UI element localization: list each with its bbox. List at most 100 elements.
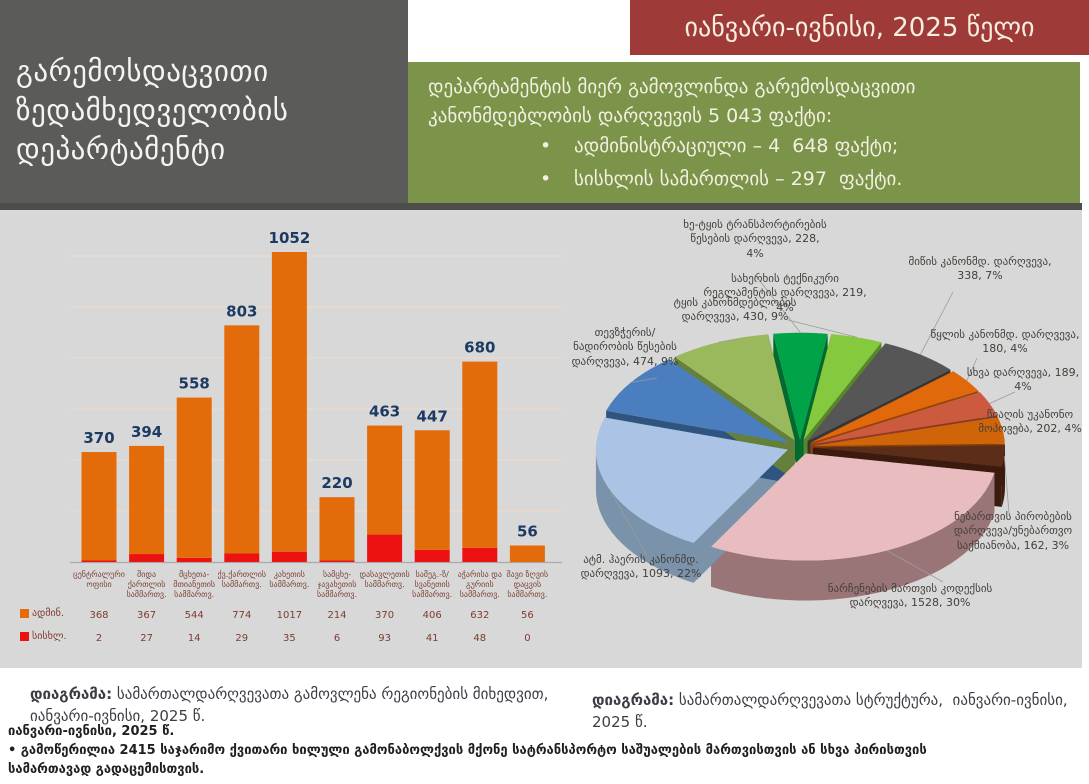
table-cell-admin: 370: [375, 610, 395, 621]
pie-label-line: [755, 275, 801, 334]
bar-value-label: 680: [464, 339, 495, 357]
pie-slice-label: თევზჭერის/ნადირობის წესების დარღვევა, 47…: [571, 326, 679, 368]
bar-segment-criminal: [462, 547, 498, 562]
footnote-period: იანვარი-ივნისი, 2025 წ.: [8, 724, 175, 739]
bar-segment-criminal: [367, 534, 403, 562]
bar-category-label: შავი ზღვის დაცვის სამმართვ.: [506, 570, 549, 599]
caption-label: დიაგრამა:: [30, 685, 113, 703]
table-cell-criminal: 93: [378, 633, 391, 644]
table-cell-admin: 214: [327, 610, 347, 621]
summary-bullet-criminal-text: სისხლის სამართლის – 297 ფაქტი.: [574, 168, 903, 191]
bar-category-label: კახეთის სამმართვ.: [269, 570, 310, 589]
table-row-label: ადმინ.: [20, 608, 64, 619]
pie-slice: [595, 417, 788, 543]
bar-segment-criminal: [81, 560, 117, 562]
bar-value-label: 394: [131, 423, 162, 441]
caption-bar-chart: დიაგრამა: სამართალდარღვევათა გამოვლენა რ…: [30, 684, 575, 728]
pie-label-line: [787, 319, 857, 338]
bar-segment-criminal: [414, 549, 450, 562]
legend-name: სისხლ.: [32, 631, 67, 642]
table-cell-admin: 367: [137, 610, 157, 621]
pie-chart-plot: [595, 275, 1022, 601]
bar-segment-admin: [414, 430, 450, 550]
table-cell-criminal: 0: [524, 633, 531, 644]
table-cell-criminal: 29: [235, 633, 249, 644]
pie-slice-label: მიწის კანონმდ. დარღვევა, 338, 7%: [908, 255, 1052, 283]
bar-segment-admin: [81, 452, 117, 561]
bar-segment-admin: [176, 397, 212, 558]
bar-category-label: შიდა ქართლის სამმართვ.: [126, 570, 167, 599]
bar-value-label: 220: [321, 474, 352, 492]
bar-segment-admin: [367, 425, 403, 535]
pie-slice-label: წყლის კანონმდ. დარღვევა, 180, 4%: [930, 328, 1080, 356]
bar-category-label: სამეგ.-ზ/სვანეთის სამმართვ.: [412, 570, 453, 599]
bar-category-label: მცხეთა-მთიანეთის სამმართვ.: [173, 570, 216, 599]
pie-label-line: [1002, 427, 1022, 431]
pie-slice: [812, 417, 1005, 446]
pie-slice: [773, 332, 828, 440]
pie-slice: [711, 453, 995, 561]
pie-label-line: [630, 377, 658, 383]
pie-slice-wall: [595, 449, 694, 583]
table-cell-criminal: 2: [95, 633, 103, 644]
pie-slice: [803, 334, 882, 441]
pie-slice-wall: [1001, 447, 1005, 507]
caption-pie-chart: დიაგრამა: სამართალდარღვევათა სტრუქტურა, …: [592, 690, 1084, 734]
pie-slice-label: ხე-ტყის ტრანსპორტირების წესების დარღვევა…: [683, 218, 827, 260]
bar-segment-admin: [224, 325, 260, 554]
bar-chart-plot: 370 394 558 803 1052 220 463 447 680 56: [70, 229, 562, 564]
pie-slice: [810, 371, 979, 443]
legend-swatch: [20, 609, 29, 618]
bar-chart: 370 394 558 803 1052 220 463 447 680 56 ცენტრალურ…: [0, 210, 575, 668]
pie-slice-label: ატმ. ჰაერის კანონმდ. დარღვევა, 1093, 22%: [580, 553, 702, 581]
bar-value-label: 447: [417, 407, 448, 425]
summary-bullet-criminal: • სისხლის სამართლის – 297 ფაქტი.: [540, 163, 1060, 196]
table-cell-admin: 368: [89, 610, 109, 621]
table-cell-criminal: 48: [473, 633, 487, 644]
caption-text: სამართალდარღვევათა სტრუქტურა, იანვარი-ივ…: [592, 691, 1073, 731]
summary-bullet-admin-text: ადმინისტრაციული – 4 648 ფაქტი;: [574, 135, 899, 157]
table-cell-admin: 632: [470, 610, 490, 621]
table-cell-criminal: 14: [187, 633, 201, 644]
table-cell-admin: 1017: [276, 610, 303, 621]
bar-segment-admin: [319, 497, 355, 561]
table-cell-criminal: 41: [425, 633, 439, 644]
summary-intro: დეპარტამენტის მიერ გამოვლინდა გარემოსდაც…: [428, 76, 916, 127]
bar-segment-admin: [271, 251, 307, 552]
pie-slice: [807, 343, 951, 442]
pie-slice-label: სხვა დარღვევა, 189, 4%: [966, 366, 1080, 394]
table-cell-admin: 56: [521, 610, 534, 621]
table-cell-criminal: 6: [333, 633, 341, 644]
pie-label-line: [966, 357, 978, 381]
bar-value-label: 558: [179, 375, 210, 393]
pie-slice: [812, 445, 1005, 467]
bar-segment-criminal: [271, 551, 307, 562]
pie-label-line: [989, 391, 1016, 404]
bar-category-label: აჭარისა და გურიის სამმართვ.: [457, 570, 502, 599]
bar-category-label: ცენტრალური ოფისი: [73, 570, 125, 589]
footnote-text: • გამოწერილია 2415 საჯარიმო ქვითარი ხილუ…: [8, 742, 927, 777]
table-cell-criminal: 35: [283, 633, 296, 644]
caption-label: დიაგრამა:: [592, 691, 675, 709]
bar-value-label: 463: [369, 403, 400, 421]
legend-swatch: [20, 632, 29, 641]
bar-value-label: 56: [517, 522, 538, 540]
page-title: გარემოსდაცვითი ზედამხედველობის დეპარტამე…: [16, 54, 289, 167]
bar-segment-criminal: [129, 554, 165, 562]
bar-category-label: ქვ.ქართლის სამმართვ.: [217, 570, 267, 589]
bar-value-label: 1052: [269, 229, 311, 247]
bar-category-label: სამცხე-ჯავახეთის სამმართვ.: [316, 570, 358, 599]
bullet-dot: •: [540, 168, 552, 191]
bar-category-label: დასავლეთის სამმართვ.: [359, 570, 410, 589]
pie-slice-label: სახერხის ტექნიკური რეგლამენტის დარღვევა,…: [703, 272, 867, 314]
caption-text: სამართალდარღვევათა გამოვლენა რეგიონების …: [30, 685, 549, 725]
bar-segment-criminal: [176, 557, 212, 562]
table-cell-criminal: 27: [140, 633, 153, 644]
bar-segment-criminal: [319, 560, 355, 562]
pie-slice-wall: [711, 472, 995, 601]
pie-label-line: [1003, 456, 1010, 514]
table-row-label: სისხლ.: [20, 631, 67, 642]
footnote: იანვარი-ივნისი, 2025 წ. • გამოწერილია 24…: [8, 723, 1083, 780]
bullet-dot: •: [540, 135, 552, 157]
